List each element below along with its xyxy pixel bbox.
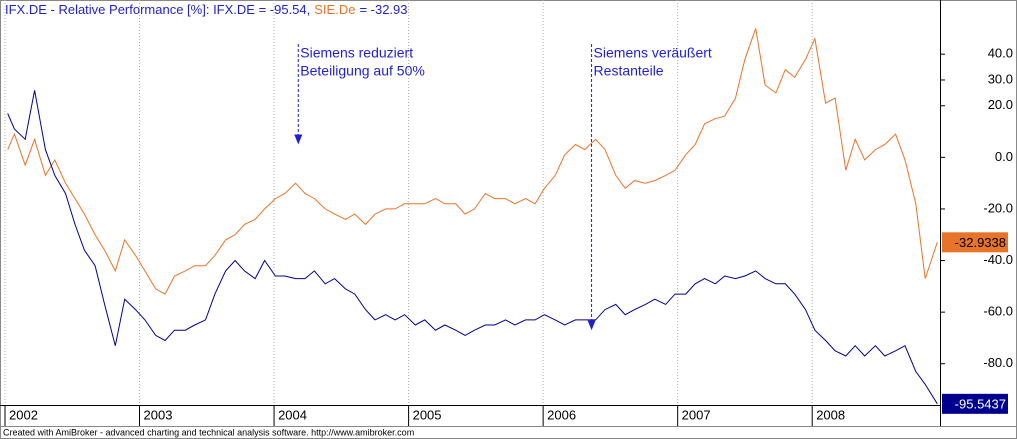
chart-title: IFX.DE - Relative Performance [%]: IFX.D… [5,2,408,17]
series-line [7,90,938,405]
last-value-box [942,232,1008,253]
title-part: IFX.DE - Relative Performance [%]: IFX.D… [5,2,310,17]
y-tick-label: -80.0 [983,355,1013,370]
y-tick-label: -60.0 [983,304,1013,319]
x-tick-label: 2002 [9,407,38,422]
annotation-arrowhead [587,320,596,331]
x-tick-label: 2004 [278,407,307,422]
x-tick-label: 2003 [144,407,173,422]
y-tick-label: -40.0 [983,252,1013,267]
x-tick-label: 2005 [413,407,442,422]
series-line [7,28,938,295]
x-tick-label: 2008 [816,407,845,422]
last-value-label: -32.9338 [955,235,1006,250]
annotation-arrowhead [294,134,303,145]
y-tick-label: 30.0 [988,71,1013,86]
last-value-box [942,393,1008,414]
x-tick-label: 2006 [547,407,576,422]
annotation-text: Beteiligung auf 50% [300,63,425,79]
y-tick-label: 0.0 [995,149,1013,164]
y-tick-label: 20.0 [988,97,1013,112]
y-tick-label: 40.0 [988,46,1013,61]
title-part: SIE.De [314,2,355,17]
annotation-text: Restanteile [594,63,664,79]
last-value-label: -95.5437 [955,396,1006,411]
y-tick-label: -20.0 [983,200,1013,215]
footer: Created with AmiBroker - advanced charti… [3,427,414,437]
annotation-text: Siemens veräußert [594,45,712,61]
annotation-text: Siemens reduziert [300,45,413,61]
title-part: = -32.93 [359,2,407,17]
x-tick-label: 2007 [682,407,711,422]
